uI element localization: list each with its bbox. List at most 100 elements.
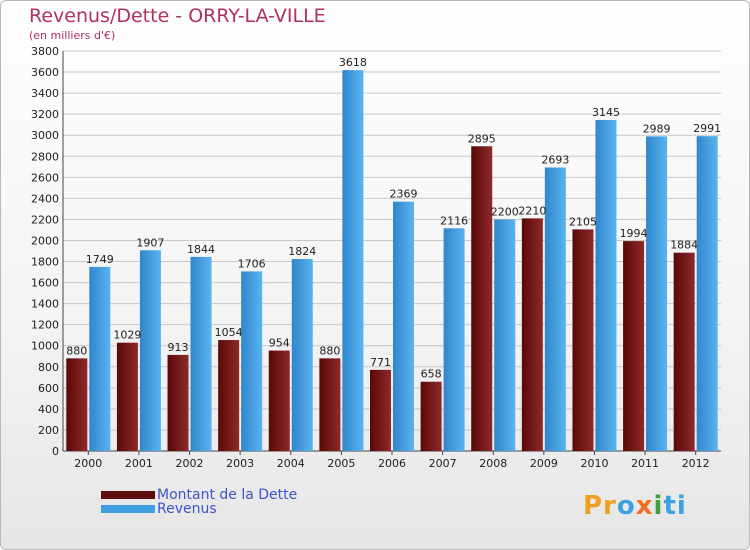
data-label-dette: 2105 bbox=[569, 215, 597, 228]
x-tick-label: 2002 bbox=[176, 457, 204, 470]
y-tick-label: 2600 bbox=[31, 171, 59, 184]
bar-revenus bbox=[494, 219, 516, 451]
legend-swatch-dette bbox=[101, 491, 155, 499]
y-tick-label: 3600 bbox=[31, 66, 59, 79]
data-label-dette: 1884 bbox=[670, 239, 698, 252]
x-tick-label: 2006 bbox=[378, 457, 406, 470]
bar-revenus bbox=[190, 256, 212, 451]
logo-part: Pr bbox=[583, 491, 617, 521]
legend-label-dette: Montant de la Dette bbox=[157, 487, 298, 503]
x-tick-label: 2000 bbox=[74, 457, 102, 470]
data-label-revenus: 1824 bbox=[288, 245, 316, 258]
bar-revenus bbox=[443, 228, 465, 451]
x-tick-label: 2005 bbox=[327, 457, 355, 470]
bar-dette bbox=[116, 342, 138, 451]
bar-dette bbox=[623, 241, 645, 451]
data-label-revenus: 1844 bbox=[187, 243, 215, 256]
legend-item-dette: Montant de la Dette bbox=[101, 487, 297, 503]
data-label-revenus: 1907 bbox=[136, 236, 164, 249]
bar-dette bbox=[167, 354, 189, 451]
data-label-revenus: 2693 bbox=[541, 154, 569, 167]
y-tick-label: 200 bbox=[38, 424, 59, 437]
y-tick-label: 400 bbox=[38, 403, 59, 416]
data-label-dette: 1994 bbox=[620, 227, 648, 240]
bar-dette bbox=[268, 350, 290, 451]
logo-part: ti bbox=[663, 491, 687, 521]
x-tick-label: 2010 bbox=[580, 457, 608, 470]
y-tick-label: 2400 bbox=[31, 192, 59, 205]
data-label-revenus: 3145 bbox=[592, 106, 620, 119]
bar-revenus bbox=[393, 201, 414, 451]
logo-part: i bbox=[653, 491, 664, 521]
bar-dette bbox=[673, 252, 695, 451]
y-tick-label: 2200 bbox=[31, 213, 59, 226]
y-tick-label: 0 bbox=[52, 445, 59, 458]
y-tick-label: 800 bbox=[38, 361, 59, 374]
proxiti-logo: Proxiti bbox=[583, 491, 687, 521]
data-label-dette: 2895 bbox=[468, 132, 496, 145]
bar-revenus bbox=[342, 70, 364, 451]
y-tick-label: 3000 bbox=[31, 129, 59, 142]
x-tick-label: 2011 bbox=[631, 457, 659, 470]
bar-revenus bbox=[544, 167, 566, 452]
x-tick-label: 2009 bbox=[530, 457, 558, 470]
data-label-revenus: 2989 bbox=[643, 122, 671, 135]
y-tick-label: 3200 bbox=[31, 108, 59, 121]
y-tick-label: 2000 bbox=[31, 234, 59, 247]
data-label-revenus: 2991 bbox=[693, 122, 721, 135]
data-label-revenus: 2369 bbox=[390, 188, 418, 201]
data-label-dette: 954 bbox=[269, 337, 290, 350]
data-label-dette: 2210 bbox=[518, 204, 546, 217]
bar-dette bbox=[420, 381, 442, 451]
y-tick-label: 1400 bbox=[31, 298, 59, 311]
x-tick-label: 2004 bbox=[277, 457, 305, 470]
bar-dette bbox=[218, 340, 240, 451]
x-tick-label: 2003 bbox=[226, 457, 254, 470]
y-tick-label: 600 bbox=[38, 382, 59, 395]
legend-item-revenus: Revenus bbox=[101, 501, 217, 517]
bar-revenus bbox=[139, 250, 161, 451]
logo-part: x bbox=[635, 491, 654, 521]
data-label-dette: 658 bbox=[421, 368, 442, 381]
x-tick-label: 2007 bbox=[429, 457, 457, 470]
data-label-revenus: 2116 bbox=[440, 214, 468, 227]
bar-dette bbox=[471, 146, 493, 451]
data-label-dette: 1054 bbox=[215, 326, 243, 339]
data-label-dette: 1029 bbox=[113, 329, 141, 342]
data-label-revenus: 2200 bbox=[491, 205, 519, 218]
data-label-revenus: 1706 bbox=[238, 257, 266, 270]
bar-dette bbox=[66, 358, 88, 451]
bars bbox=[66, 70, 718, 452]
bar-revenus bbox=[241, 271, 263, 451]
data-label-dette: 880 bbox=[66, 344, 87, 357]
data-label-dette: 880 bbox=[319, 344, 340, 357]
bar-revenus bbox=[595, 119, 617, 452]
y-tick-label: 1000 bbox=[31, 340, 59, 353]
grid-lines bbox=[63, 50, 721, 452]
y-tick-label: 2800 bbox=[31, 150, 59, 163]
bar-revenus bbox=[291, 259, 313, 451]
bar-revenus bbox=[646, 136, 668, 452]
y-tick-label: 1800 bbox=[31, 256, 59, 269]
legend-swatch-revenus bbox=[101, 505, 155, 513]
y-tick-label: 3800 bbox=[31, 45, 59, 58]
bar-dette bbox=[319, 358, 341, 451]
x-tick-label: 2012 bbox=[682, 457, 710, 470]
data-label-revenus: 1749 bbox=[86, 253, 114, 266]
y-tick-label: 1600 bbox=[31, 277, 59, 290]
bar-revenus bbox=[696, 136, 718, 451]
y-tick-label: 1200 bbox=[31, 319, 59, 332]
bar-dette bbox=[521, 218, 543, 451]
chart-title: Revenus/Dette - ORRY-LA-VILLE bbox=[29, 5, 326, 27]
chart-subtitle: (en milliers d'€) bbox=[29, 29, 116, 42]
logo-part: o bbox=[616, 491, 636, 521]
data-label-dette: 913 bbox=[168, 341, 189, 354]
x-tick-label: 2001 bbox=[125, 457, 153, 470]
data-labels: 880 1749 1029 1907 913 1844 1054 1706 954 1824 880… bbox=[66, 56, 721, 381]
legend-label-revenus: Revenus bbox=[157, 501, 217, 517]
bar-dette bbox=[572, 229, 594, 451]
bar-dette bbox=[370, 369, 391, 451]
y-tick-label: 3400 bbox=[31, 87, 59, 100]
